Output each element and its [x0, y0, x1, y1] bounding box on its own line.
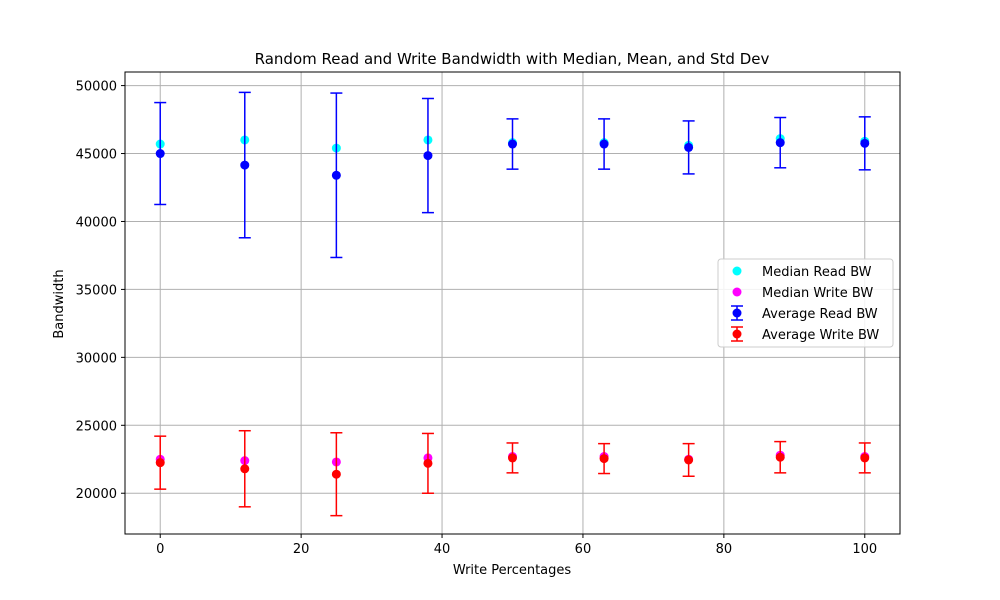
mean-point: [240, 160, 250, 170]
x-tick-label: 100: [852, 542, 877, 557]
legend-box: [717, 258, 894, 348]
legend-marker: [732, 266, 742, 276]
mean-point: [775, 138, 785, 148]
y-tick-label: 50000: [76, 80, 117, 95]
mean-point: [240, 464, 250, 474]
x-tick-label: 20: [293, 542, 310, 557]
legend: Median Read BW Median Write BW Average Rea…: [717, 258, 894, 348]
legend-marker: [732, 329, 742, 339]
mean-point: [599, 139, 609, 149]
mean-point: [684, 142, 694, 152]
y-tick-label: 30000: [76, 351, 117, 366]
mean-point: [860, 453, 870, 463]
mean-point: [423, 458, 433, 468]
y-axis-label: Bandwidth: [52, 269, 67, 338]
legend-label: Average Write BW: [762, 328, 879, 343]
plot-marks: [154, 91, 871, 517]
y-tick-label: 20000: [76, 487, 117, 502]
y-tick-label: 40000: [76, 215, 117, 230]
legend-label: Median Read BW: [762, 265, 872, 280]
y-tick-label: 45000: [76, 148, 117, 163]
legend-label: Median Write BW: [762, 286, 873, 301]
mean-point: [331, 469, 341, 479]
x-axis-label: Write Percentages: [453, 563, 572, 578]
mean-point: [423, 151, 433, 161]
x-tick-label: 80: [716, 542, 733, 557]
legend-marker: [732, 308, 742, 318]
x-tick-label: 0: [156, 542, 164, 557]
mean-point: [860, 138, 870, 148]
legend-label: Average Read BW: [762, 307, 878, 322]
plot-frame: [124, 71, 901, 535]
legend-marker: [732, 287, 742, 297]
mean-point: [331, 170, 341, 180]
y-tick-label: 35000: [76, 283, 117, 298]
mean-point: [775, 452, 785, 462]
chart-title: Random Read and Write Bandwidth with Med…: [255, 50, 770, 68]
mean-point: [508, 453, 517, 463]
x-tick-label: 40: [434, 542, 451, 557]
mean-point: [155, 149, 165, 159]
y-tick-label: 25000: [76, 419, 117, 434]
mean-point: [599, 454, 609, 464]
mean-point: [155, 458, 165, 468]
x-tick-label: 60: [575, 542, 592, 557]
mean-point: [684, 455, 694, 465]
axis-ticks: 0 20 40 60 80 100 20000 25000 30000 35000 40000 450…: [76, 80, 878, 557]
mean-point: [508, 139, 517, 149]
